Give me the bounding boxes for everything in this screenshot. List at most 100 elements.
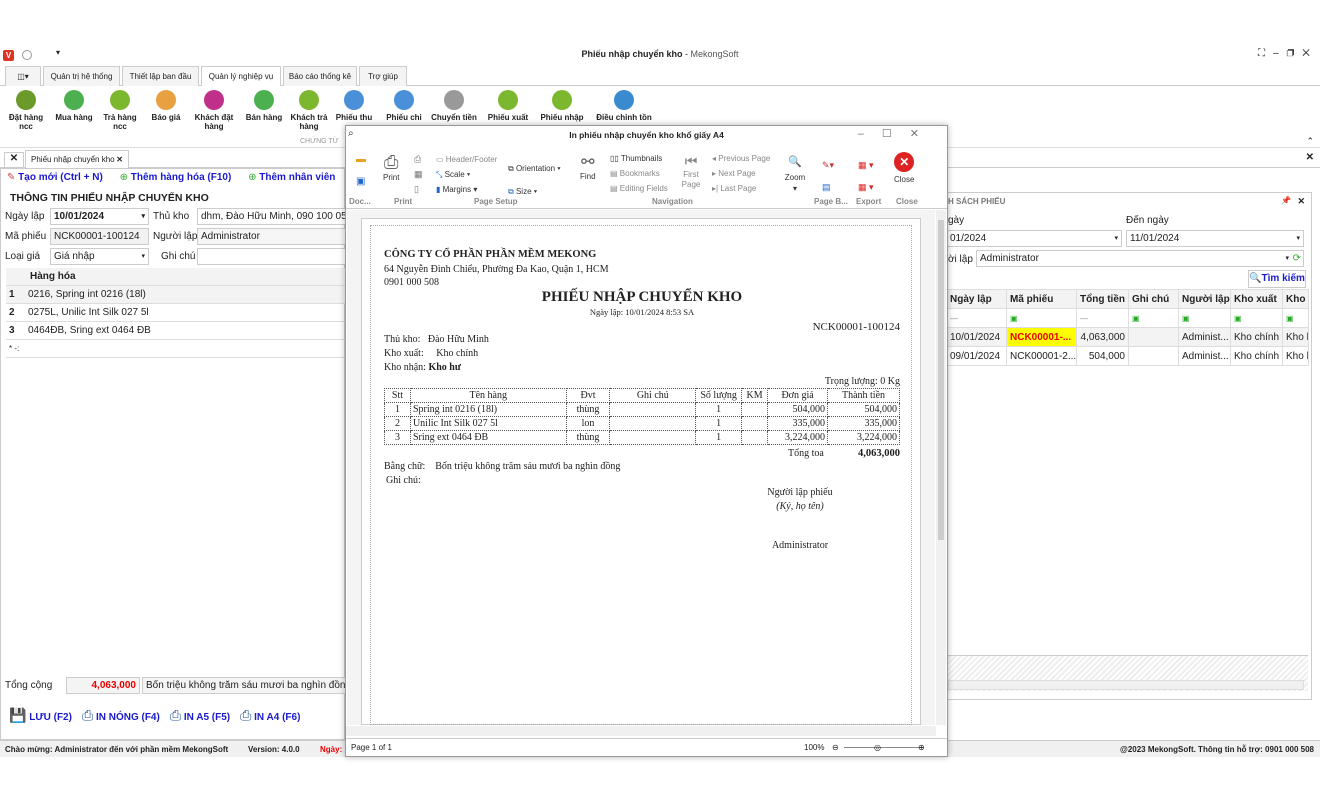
column-header[interactable]: Ngày lập bbox=[946, 289, 1007, 309]
export-icons[interactable]: ▦ ▾ ▦ ▾ bbox=[858, 160, 874, 192]
previous-page-button[interactable]: ◂ Previous Page bbox=[712, 154, 771, 163]
column-header[interactable]: Kho xuất bbox=[1230, 289, 1283, 309]
scale-button[interactable]: ⤡ Scale ▾ bbox=[436, 170, 471, 179]
layout-menu-icon[interactable]: ◫▾ bbox=[5, 66, 41, 86]
zoom-in-icon[interactable]: ⊕ bbox=[918, 743, 925, 752]
filter-cell[interactable]: — bbox=[946, 308, 1007, 328]
fullscreen-icon[interactable]: ⛶ bbox=[1258, 48, 1273, 59]
close-panel-icon[interactable]: ✕ bbox=[1305, 152, 1314, 163]
new-button[interactable]: Tạo mới (Ctrl + N) bbox=[18, 172, 103, 183]
filter-cell[interactable]: — bbox=[1076, 308, 1129, 328]
column-header[interactable]: Tổng tiền bbox=[1076, 289, 1129, 309]
maximize-icon[interactable]: ☐ bbox=[881, 128, 910, 140]
zoom-slider[interactable] bbox=[844, 747, 924, 748]
ribbon-button-9[interactable]: Chuyển tiền bbox=[430, 90, 478, 122]
ribbon-button-label: Khách trả hàng bbox=[290, 113, 328, 131]
ribbon-button-3[interactable]: Báo giá bbox=[142, 90, 190, 122]
filter-cell[interactable]: ▣ bbox=[1230, 308, 1283, 328]
size-button[interactable]: ⧉ Size ▾ bbox=[508, 187, 538, 196]
ribbon-button-7[interactable]: Phiếu thu bbox=[330, 90, 378, 122]
tab-quan-ly[interactable]: Quản lý nghiệp vụ bbox=[201, 66, 281, 87]
ribbon-button-8[interactable]: Phiếu chi bbox=[380, 90, 428, 122]
loai-gia-select[interactable]: Giá nhập ▾ bbox=[50, 248, 149, 265]
add-staff-button[interactable]: Thêm nhân viên bbox=[259, 172, 336, 183]
close-icon[interactable]: ✕ bbox=[1302, 48, 1318, 59]
ribbon-button-6[interactable]: Khách trả hàng bbox=[285, 90, 333, 131]
zoom-button[interactable]: 🔍 Zoom ▾ bbox=[784, 152, 806, 194]
quick-print-icons[interactable]: ⎙ ▦ ▯ bbox=[414, 154, 423, 194]
action-button-2[interactable]: ⎙ IN A5 (F5) bbox=[169, 707, 231, 723]
voucher-table: Ngày lập Mã phiếu Tổng tiền Ghi chú Người lậ… bbox=[946, 289, 1309, 366]
zoom-out-icon[interactable]: ⊖ bbox=[832, 743, 839, 752]
pin-icon[interactable]: 📌 bbox=[1281, 196, 1291, 205]
minimize-icon[interactable]: – bbox=[1273, 48, 1287, 59]
to-date-field[interactable]: 11/01/2024 ▾ bbox=[1126, 230, 1304, 247]
tab-quan-tri[interactable]: Quản trị hệ thống bbox=[43, 66, 120, 86]
collapse-ribbon-icon[interactable]: ⌃ bbox=[1306, 136, 1314, 146]
ribbon-button-4[interactable]: Khách đặt hàng bbox=[190, 90, 238, 131]
horizontal-scrollbar[interactable] bbox=[948, 680, 1304, 690]
grid-row[interactable]: 3 0464ĐB, Sring ext 0464 ĐB bbox=[6, 322, 346, 340]
filter-cell[interactable]: ▣ bbox=[1282, 308, 1309, 328]
close-panel-icon[interactable]: ✕ bbox=[1297, 196, 1305, 206]
column-header[interactable]: Ghi chú bbox=[1128, 289, 1179, 309]
ribbon-button-5[interactable]: Bán hàng bbox=[240, 90, 288, 122]
save-icon[interactable]: ▣ bbox=[356, 176, 366, 187]
user-select[interactable]: Administrator ▾ ⟳ bbox=[976, 250, 1304, 267]
customize-icon[interactable]: ▾ bbox=[56, 48, 61, 57]
new-row[interactable]: * -: bbox=[6, 340, 346, 358]
add-item-button[interactable]: Thêm hàng hóa (F10) bbox=[130, 172, 232, 183]
close-all-icon[interactable]: ✕ bbox=[4, 152, 24, 168]
action-button-0[interactable]: 💾 LƯU (F2) bbox=[9, 707, 72, 723]
next-page-button[interactable]: ▸ Next Page bbox=[712, 169, 756, 178]
filter-cell[interactable]: ▣ bbox=[1128, 308, 1179, 328]
from-date-field[interactable]: 01/2024 ▾ bbox=[946, 230, 1122, 247]
search-button[interactable]: 🔍Tìm kiếm bbox=[1248, 270, 1306, 288]
tab-tro-giup[interactable]: Trợ giúp bbox=[359, 66, 407, 86]
last-page-button[interactable]: ▸| Last Page bbox=[712, 184, 757, 193]
ribbon-button-12[interactable]: Điều chỉnh tồn bbox=[596, 90, 652, 122]
ribbon-button-11[interactable]: Phiếu nhập bbox=[538, 90, 586, 122]
table-row[interactable]: 09/01/2024 NCK00001-2... 504,000 Administ..… bbox=[946, 346, 1309, 366]
minimize-icon[interactable]: – bbox=[857, 128, 882, 140]
thumbnails-button[interactable]: ▯▯ Thumbnails bbox=[610, 154, 663, 163]
find-button[interactable]: ⚯ Find bbox=[580, 154, 596, 181]
ribbon-button-1[interactable]: Mua hàng bbox=[50, 90, 98, 122]
grid-row[interactable]: 2 0275L, Unilic Int Silk 027 5l bbox=[6, 304, 346, 322]
bookmarks-button[interactable]: ▤ Bookmarks bbox=[610, 169, 660, 178]
thu-kho-field[interactable]: dhm, Đào Hữu Minh, 090 100 05 bbox=[197, 208, 347, 225]
ribbon-button-10[interactable]: Phiếu xuất bbox=[484, 90, 532, 122]
horizontal-scrollbar[interactable] bbox=[346, 726, 936, 736]
close-preview-button[interactable]: ✕ Close bbox=[894, 152, 914, 184]
open-icon[interactable]: ▬ bbox=[356, 154, 366, 165]
header-footer-button[interactable]: ▭ Header/Footer bbox=[436, 155, 498, 164]
orientation-button[interactable]: ⧉ Orientation ▾ bbox=[508, 164, 561, 173]
first-page-button[interactable]: ⏮ First Page bbox=[681, 153, 701, 189]
ngay-lap-field[interactable]: 10/01/2024 ▾ bbox=[50, 208, 149, 225]
filter-cell[interactable]: ▣ bbox=[1178, 308, 1231, 328]
column-header[interactable]: Mã phiếu bbox=[1006, 289, 1077, 309]
tab-thiet-lap[interactable]: Thiết lập ban đầu bbox=[122, 66, 199, 86]
zoom-thumb[interactable]: ◎ bbox=[874, 743, 881, 752]
editing-fields-button[interactable]: ▤ Editing Fields bbox=[610, 184, 668, 193]
doc-tab-phieu-nhap[interactable]: Phiếu nhập chuyển kho ✕ bbox=[25, 150, 129, 168]
column-header[interactable]: Kho r bbox=[1282, 289, 1309, 309]
close-tab-icon[interactable]: ✕ bbox=[116, 155, 123, 164]
vertical-scrollbar[interactable] bbox=[936, 210, 946, 725]
action-button-1[interactable]: ⎙ IN NÓNG (F4) bbox=[81, 707, 160, 723]
page-background-icons[interactable]: ✎▾ ▤ bbox=[822, 160, 835, 192]
column-header[interactable]: Người lập bbox=[1178, 289, 1231, 309]
restore-icon[interactable]: ❐ bbox=[1286, 48, 1303, 59]
margins-button[interactable]: ▮ Margins ▾ bbox=[436, 185, 478, 194]
tab-bao-cao[interactable]: Báo cáo thống kê bbox=[283, 66, 357, 86]
ghi-chu-field[interactable] bbox=[197, 248, 347, 265]
action-button-3[interactable]: ⎙ IN A4 (F6) bbox=[240, 707, 301, 723]
quick-access-icon[interactable] bbox=[22, 50, 32, 60]
ribbon-button-0[interactable]: Đặt hàng ncc bbox=[2, 90, 50, 131]
ribbon-button-2[interactable]: Trả hàng ncc bbox=[96, 90, 144, 131]
grid-row[interactable]: 1 0216, Spring int 0216 (18l) bbox=[6, 286, 346, 304]
print-button[interactable]: ⎙ Print bbox=[383, 152, 400, 182]
table-row[interactable]: 10/01/2024 NCK00001-... 4,063,000 Administ.… bbox=[946, 327, 1309, 347]
filter-cell[interactable]: ▣ bbox=[1006, 308, 1077, 328]
close-icon[interactable]: ✕ bbox=[909, 128, 937, 140]
